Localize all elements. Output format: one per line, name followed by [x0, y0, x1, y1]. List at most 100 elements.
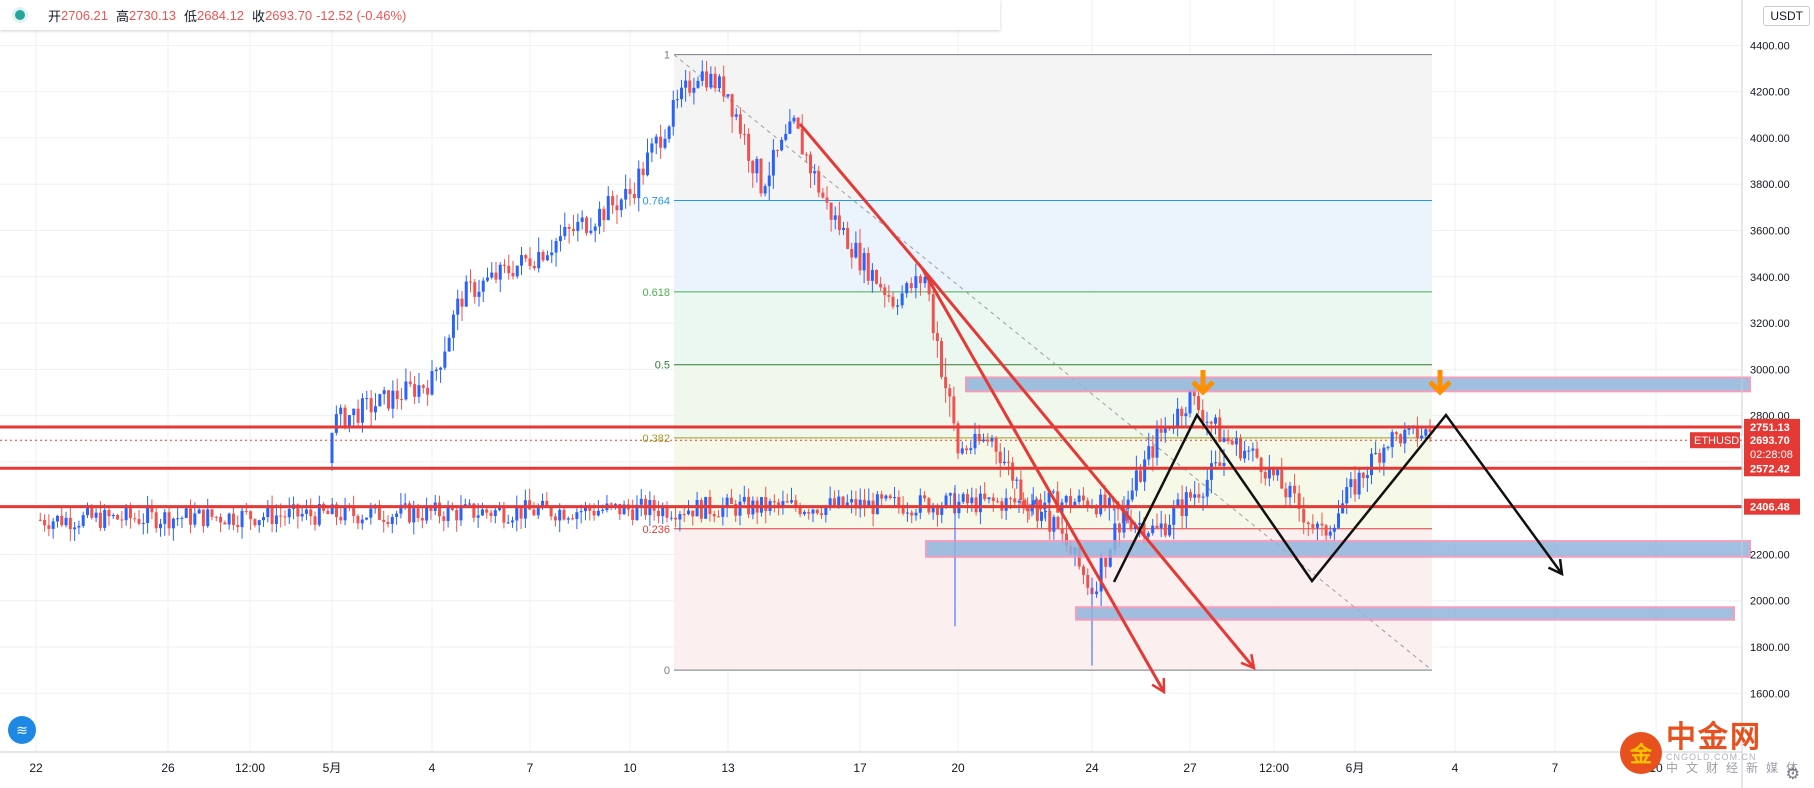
x-tick-label: 27 — [1183, 761, 1197, 775]
fib-band — [674, 437, 1432, 529]
candle-body — [1077, 495, 1081, 502]
candle-body — [632, 194, 636, 199]
candle-body — [751, 160, 755, 174]
candle-body — [940, 341, 943, 377]
candle-body — [498, 508, 502, 511]
candle-body — [1017, 501, 1021, 503]
current-price-text: 2693.70 — [1750, 435, 1790, 447]
fib-level-label: 0.382 — [642, 433, 670, 445]
price-zone — [965, 376, 1751, 393]
candle-body — [300, 513, 304, 517]
candle-body — [571, 518, 575, 520]
candle-body — [1147, 446, 1151, 460]
candle-body — [696, 80, 700, 88]
price-label-text: 2406.48 — [1750, 502, 1790, 514]
candle-body — [815, 509, 819, 514]
close-label: 收 — [252, 8, 266, 24]
candle-body — [450, 507, 454, 511]
candle-body — [386, 521, 390, 525]
candle-body — [553, 516, 557, 521]
candle-body — [1108, 549, 1112, 567]
down-arrow-icon — [1191, 380, 1215, 396]
candle-body — [813, 171, 817, 174]
candle-body — [825, 197, 829, 203]
candle-body — [759, 497, 763, 513]
candle-body — [1176, 499, 1180, 508]
candle-body — [1189, 492, 1192, 498]
candle-body — [755, 158, 759, 174]
candle-body — [905, 512, 909, 514]
candle-body — [1218, 417, 1222, 442]
candle-body — [1288, 485, 1292, 498]
candle-body — [807, 511, 811, 514]
candle-body — [948, 493, 952, 496]
candle-body — [343, 505, 347, 521]
candle-body — [489, 512, 493, 517]
current-price-box — [1744, 432, 1800, 463]
candle-body — [455, 510, 459, 521]
candle-body — [680, 87, 683, 100]
candle-body — [558, 509, 562, 521]
x-tick-label: 4 — [1452, 761, 1459, 775]
candle-body — [1155, 525, 1159, 528]
candle-body — [502, 508, 506, 523]
candle-body — [1104, 557, 1108, 567]
candle-body — [1222, 462, 1226, 466]
candle-body — [68, 517, 72, 530]
candle-body — [1255, 448, 1259, 458]
candle-body — [413, 384, 417, 397]
candle-body — [888, 495, 892, 499]
candle-body — [837, 215, 841, 231]
candle-body — [931, 294, 935, 334]
x-tick-label: 12:00 — [235, 761, 265, 775]
candle-body — [206, 509, 210, 527]
candle-body — [503, 264, 506, 266]
candle-body — [382, 519, 386, 522]
currency-selector[interactable]: USDT — [1763, 6, 1810, 26]
candle-body — [460, 298, 464, 307]
candle-body — [1365, 475, 1369, 479]
candle-body — [811, 509, 815, 514]
candle-body — [1284, 488, 1288, 498]
candle-body — [927, 277, 931, 295]
gear-icon[interactable]: ⚙ — [1785, 766, 1800, 783]
candle-body — [588, 506, 592, 511]
logo-text: 中金网 — [1665, 720, 1762, 755]
candle-body — [883, 287, 887, 296]
candle-body — [1222, 437, 1226, 442]
candle-body — [1201, 410, 1205, 422]
candle-body — [566, 518, 570, 520]
candle-body — [541, 252, 545, 261]
candle-body — [1243, 450, 1247, 459]
candle-body — [1297, 493, 1301, 509]
tradingview-icon[interactable]: ≋ — [8, 716, 36, 744]
candle-body — [558, 236, 562, 242]
candle-body — [781, 501, 785, 506]
candle-body — [1056, 516, 1060, 528]
candle-body — [593, 226, 597, 231]
candle-body — [867, 500, 871, 508]
candle-body — [940, 507, 944, 515]
candle-body — [1044, 510, 1048, 512]
candle-body — [682, 514, 686, 516]
candle-body — [734, 114, 738, 117]
candle-body — [201, 509, 205, 527]
candle-body — [490, 272, 494, 278]
candle-body — [464, 281, 468, 307]
candle-body — [713, 73, 717, 89]
candle-body — [1276, 469, 1280, 476]
candle-body — [763, 186, 767, 194]
candle-body — [796, 117, 800, 129]
candle-body — [283, 516, 287, 518]
candle-body — [1117, 523, 1121, 533]
candle-body — [407, 503, 411, 523]
candle-body — [611, 196, 615, 206]
candle-body — [334, 414, 338, 433]
candle-body — [128, 508, 132, 519]
candle-body — [416, 508, 420, 519]
candle-body — [494, 272, 498, 280]
candle-body — [772, 501, 776, 503]
candle-body — [369, 508, 373, 518]
candle-body — [287, 508, 291, 518]
